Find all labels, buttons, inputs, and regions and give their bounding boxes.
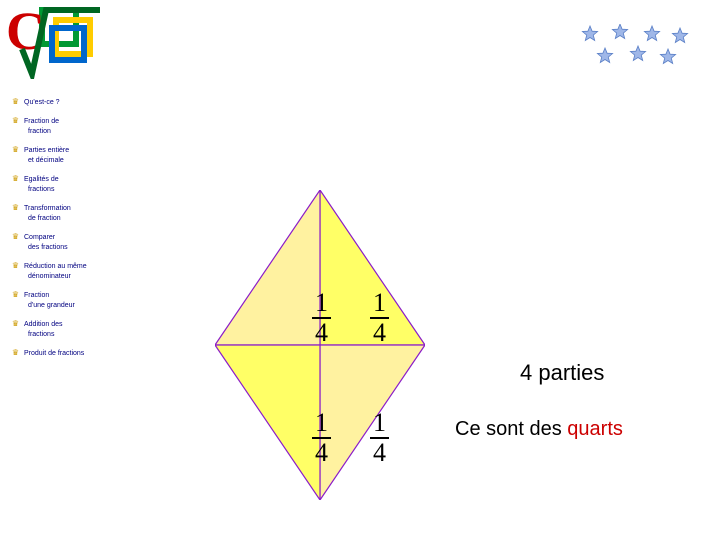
- crown-icon: ♛: [10, 289, 21, 301]
- menu-item-5[interactable]: ♛Comparer des fractions: [10, 231, 130, 254]
- menu-item-label: Fraction de: [24, 118, 59, 125]
- caption-parts: 4 parties: [520, 360, 604, 386]
- menu-item-label: Addition des: [24, 321, 63, 328]
- menu-item-3[interactable]: ♛Egalités de fractions: [10, 173, 130, 196]
- caption-quarts-word: quarts: [567, 418, 623, 440]
- menu-item-label: Egalités de: [24, 176, 59, 183]
- crown-icon: ♛: [10, 318, 21, 330]
- menu-item-label: Réduction au même: [24, 263, 87, 270]
- menu-item-label-2: fractions: [10, 330, 130, 341]
- menu-item-6[interactable]: ♛Réduction au même dénominateur: [10, 260, 130, 283]
- crown-icon: ♛: [10, 115, 21, 127]
- crown-icon: ♛: [10, 231, 21, 243]
- menu-item-label-2: des fractions: [10, 243, 130, 254]
- menu-item-label: Produit de fractions: [24, 350, 84, 357]
- menu-item-label-2: fractions: [10, 185, 130, 196]
- menu-item-label: Parties entière: [24, 147, 69, 154]
- menu-item-label-2: dénominateur: [10, 272, 130, 283]
- menu-item-label: Transformation: [24, 205, 71, 212]
- menu-item-label-2: de fraction: [10, 214, 130, 225]
- menu-item-2[interactable]: ♛Parties entière et décimale: [10, 144, 130, 167]
- fraction-label-2: 14: [312, 410, 331, 466]
- crown-icon: ♛: [10, 202, 21, 214]
- menu-item-4[interactable]: ♛Transformation de fraction: [10, 202, 130, 225]
- menu-item-label: Qu'est-ce ?: [24, 99, 60, 106]
- stars-decoration: [580, 24, 700, 79]
- menu-item-label-2: et décimale: [10, 156, 130, 167]
- fraction-label-3: 14: [370, 410, 389, 466]
- menu-item-8[interactable]: ♛Addition des fractions: [10, 318, 130, 341]
- fraction-label-0: 14: [312, 290, 331, 346]
- menu-item-label: Comparer: [24, 234, 55, 241]
- menu-item-7[interactable]: ♛Fraction d'une grandeur: [10, 289, 130, 312]
- menu-item-9[interactable]: ♛Produit de fractions: [10, 347, 130, 360]
- menu-item-label-2: fraction: [10, 127, 130, 138]
- caption-quarts: Ce sont des quarts: [455, 418, 623, 441]
- caption-quarts-prefix: Ce sont des: [455, 418, 567, 440]
- crown-icon: ♛: [10, 347, 21, 359]
- menu-item-1[interactable]: ♛Fraction de fraction: [10, 115, 130, 138]
- site-logo: C: [4, 4, 104, 79]
- crown-icon: ♛: [10, 144, 21, 156]
- crown-icon: ♛: [10, 173, 21, 185]
- crown-icon: ♛: [10, 260, 21, 272]
- menu-item-label: Fraction: [24, 292, 49, 299]
- menu-item-0[interactable]: ♛Qu'est-ce ?: [10, 96, 130, 109]
- fraction-label-1: 14: [370, 290, 389, 346]
- side-menu: ♛Qu'est-ce ?♛Fraction defraction♛Parties…: [10, 90, 130, 365]
- menu-item-label-2: d'une grandeur: [10, 301, 130, 312]
- crown-icon: ♛: [10, 96, 21, 108]
